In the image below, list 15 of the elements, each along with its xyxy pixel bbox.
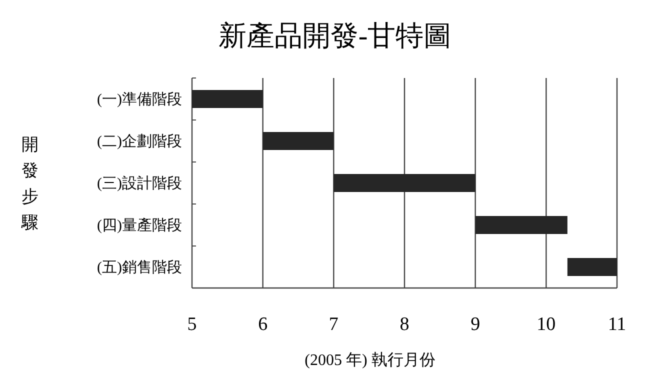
x-tick-label: 6 [258,314,268,335]
x-tick-label: 7 [328,314,338,335]
y-tick-label: (一)準備階段 [97,91,182,108]
y-tick-label: (二)企劃階段 [97,133,182,150]
chart-title: 新產品開發-甘特圖 [218,21,452,52]
x-axis-title: (2005 年) 執行月份 [304,351,436,369]
y-axis-title: 開發步驟 [20,135,38,232]
y-tick-label: (三)設計階段 [97,175,182,192]
x-tick-label: 11 [608,314,626,335]
x-tick-label: 5 [187,314,197,335]
y-tick-label: (五)銷售階段 [97,259,182,276]
x-tick-label: 10 [536,314,556,335]
x-tick-label: 8 [400,314,410,335]
y-tick-label: (四)量產階段 [97,217,182,234]
x-tick-label: 9 [470,314,480,335]
